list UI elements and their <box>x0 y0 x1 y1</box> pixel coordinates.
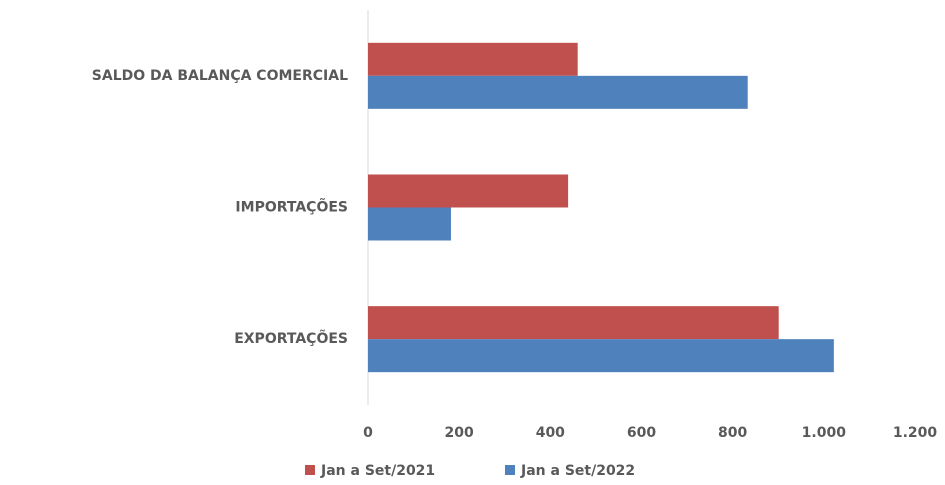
legend-label: Jan a Set/2021 <box>320 463 435 479</box>
x-tick-label: 1.200 <box>893 425 938 441</box>
x-tick-label: 600 <box>627 425 656 441</box>
x-tick-label: 1.000 <box>802 425 847 441</box>
bar <box>368 42 578 76</box>
x-tick-label: 200 <box>445 425 474 441</box>
y-tick-label: SALDO DA BALANÇA COMERCIAL <box>92 68 348 84</box>
legend-swatch <box>305 465 315 475</box>
y-tick-label: IMPORTAÇÕES <box>235 198 348 216</box>
x-tick-label: 400 <box>536 425 565 441</box>
bar <box>368 75 748 109</box>
bar <box>368 339 834 373</box>
legend-swatch <box>505 465 515 475</box>
bar <box>368 174 569 208</box>
legend-label: Jan a Set/2022 <box>520 463 635 479</box>
x-tick-label: 0 <box>363 425 373 441</box>
bar <box>368 207 451 241</box>
y-tick-label: EXPORTAÇÕES <box>234 329 348 347</box>
x-tick-label: 800 <box>718 425 747 441</box>
bar <box>368 306 779 340</box>
